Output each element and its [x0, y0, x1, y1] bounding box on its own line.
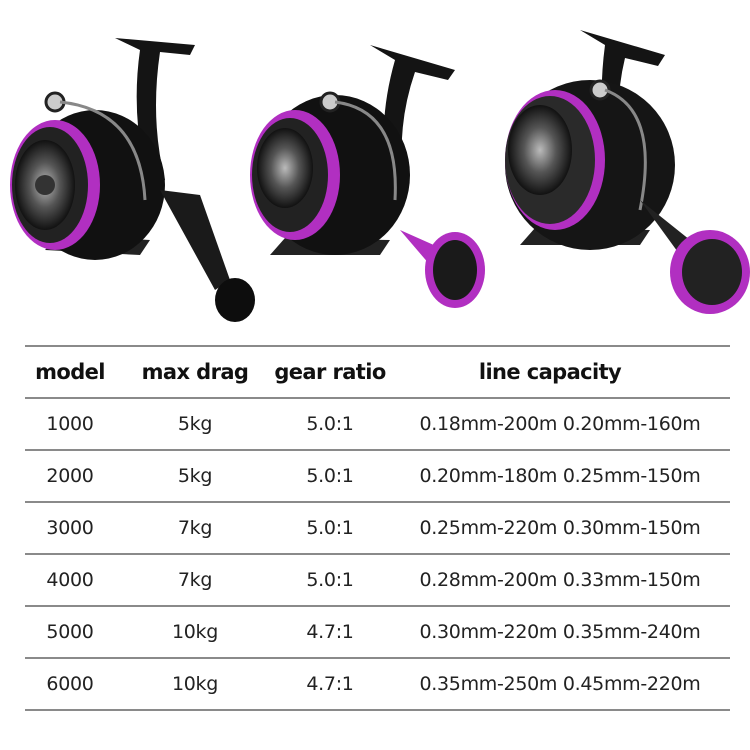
cell-line-capacity: 0.25mm-220m 0.30mm-150m	[419, 517, 701, 539]
cell-max-drag: 5kg	[177, 465, 213, 487]
table-row: 6000 10kg 4.7:1 0.35mm-250m 0.45mm-220m	[25, 657, 730, 711]
cell-line-capacity: 0.18mm-200m 0.20mm-160m	[419, 413, 701, 435]
cell-line-capacity: 0.28mm-200m 0.33mm-150m	[419, 569, 701, 591]
cell-gear-ratio: 4.7:1	[306, 621, 354, 643]
header-line-capacity: line capacity	[478, 360, 622, 384]
cell-max-drag: 10kg	[171, 673, 219, 695]
cell-max-drag: 7kg	[177, 569, 213, 591]
spinning-reel-3-image	[505, 30, 750, 314]
cell-max-drag: 5kg	[177, 413, 213, 435]
spinning-reel-2-image	[250, 45, 485, 308]
cell-gear-ratio: 5.0:1	[306, 569, 354, 591]
specs-table: model max drag gear ratio line capacity …	[25, 345, 730, 711]
table-row: 4000 7kg 5.0:1 0.28mm-200m 0.33mm-150m	[25, 553, 730, 605]
cell-gear-ratio: 5.0:1	[306, 517, 354, 539]
table-header-row: model max drag gear ratio line capacity	[25, 345, 730, 397]
cell-model: 4000	[46, 569, 94, 591]
cell-line-capacity: 0.30mm-220m 0.35mm-240m	[419, 621, 701, 643]
cell-model: 2000	[46, 465, 94, 487]
spinning-reel-1-image	[10, 38, 255, 322]
header-model: model	[35, 360, 105, 384]
header-gear-ratio: gear ratio	[274, 360, 386, 384]
cell-model: 5000	[46, 621, 94, 643]
cell-gear-ratio: 5.0:1	[306, 413, 354, 435]
cell-line-capacity: 0.35mm-250m 0.45mm-220m	[419, 673, 701, 695]
cell-model: 3000	[46, 517, 94, 539]
cell-model: 1000	[46, 413, 94, 435]
cell-model: 6000	[46, 673, 94, 695]
header-max-drag: max drag	[141, 360, 249, 384]
cell-line-capacity: 0.20mm-180m 0.25mm-150m	[419, 465, 701, 487]
table-row: 1000 5kg 5.0:1 0.18mm-200m 0.20mm-160m	[25, 397, 730, 449]
cell-gear-ratio: 4.7:1	[306, 673, 354, 695]
table-row: 5000 10kg 4.7:1 0.30mm-220m 0.35mm-240m	[25, 605, 730, 657]
cell-max-drag: 10kg	[171, 621, 219, 643]
cell-gear-ratio: 5.0:1	[306, 465, 354, 487]
table-row: 2000 5kg 5.0:1 0.20mm-180m 0.25mm-150m	[25, 449, 730, 501]
cell-max-drag: 7kg	[177, 517, 213, 539]
table-row: 3000 7kg 5.0:1 0.25mm-220m 0.30mm-150m	[25, 501, 730, 553]
product-images	[10, 30, 750, 322]
